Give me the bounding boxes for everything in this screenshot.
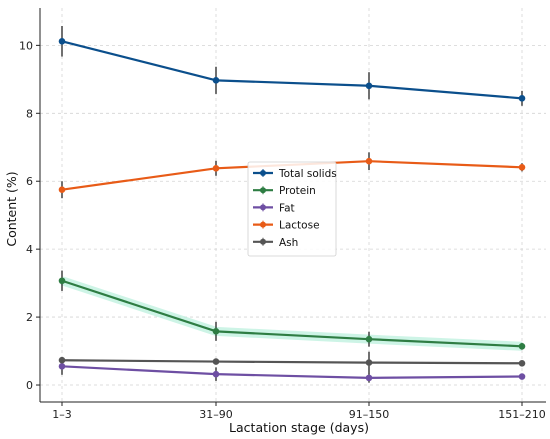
series-layer: [58, 26, 526, 383]
x-tick-label: 1–3: [52, 408, 72, 421]
data-point: [58, 277, 66, 285]
data-point: [365, 374, 373, 382]
data-point: [365, 359, 373, 366]
series-line-fat: [61, 365, 523, 379]
legend-marker-ash: [260, 238, 266, 245]
y-tick-label: 10: [19, 39, 33, 52]
data-point: [365, 335, 373, 343]
data-point: [212, 328, 220, 335]
y-tick-label: 6: [26, 175, 33, 188]
legend-box: [247, 161, 337, 257]
data-point: [518, 359, 526, 367]
data-point: [518, 342, 526, 350]
data-point: [212, 165, 220, 172]
axes-layer: 0 2 4 6 8 10 1–3 31–90 91–150 151–210: [19, 8, 546, 421]
series-protein: [58, 270, 526, 350]
data-point: [58, 186, 66, 194]
legend-marker-lactose: [260, 221, 266, 228]
data-point: [212, 358, 220, 365]
x-tick-label: 151–210: [498, 408, 546, 421]
data-point: [518, 373, 526, 380]
x-tick-label: 91–150: [349, 408, 390, 421]
y-tick-label: 4: [26, 243, 33, 256]
data-point: [212, 77, 220, 84]
legend-label-total-solids: Total solids: [278, 168, 337, 180]
data-point: [365, 157, 373, 165]
data-point: [58, 356, 66, 364]
series-line-total-solids: [61, 40, 523, 100]
y-tick-label: 8: [26, 107, 33, 120]
legend-marker-total-solids: [260, 170, 266, 176]
legend: Total solids Protein Fat Lactose Ash: [247, 161, 337, 257]
legend-marker-protein: [260, 187, 266, 194]
legend-label-lactose: Lactose: [279, 220, 320, 232]
data-point: [365, 82, 373, 90]
y-axis-title: Content (%): [4, 171, 19, 246]
y-tick-label: 0: [26, 379, 33, 392]
data-point: [58, 363, 66, 370]
data-point: [518, 163, 526, 171]
protein-highlight: [60, 276, 523, 351]
series-ash: [58, 351, 526, 374]
legend-label-protein: Protein: [279, 185, 316, 197]
data-point: [518, 95, 526, 102]
legend-label-ash: Ash: [279, 237, 298, 249]
x-tick-label: 31–90: [199, 408, 233, 421]
legend-label-fat: Fat: [279, 202, 295, 214]
y-tick-label: 2: [26, 311, 33, 324]
series-total-solids: [58, 26, 526, 106]
legend-marker-fat: [260, 204, 266, 211]
data-point: [58, 37, 66, 45]
series-line-protein: [61, 279, 523, 348]
x-axis-title: Lactation stage (days): [229, 420, 369, 435]
series-line-ash: [61, 359, 523, 365]
data-point: [212, 370, 220, 378]
series-fat: [58, 357, 526, 383]
